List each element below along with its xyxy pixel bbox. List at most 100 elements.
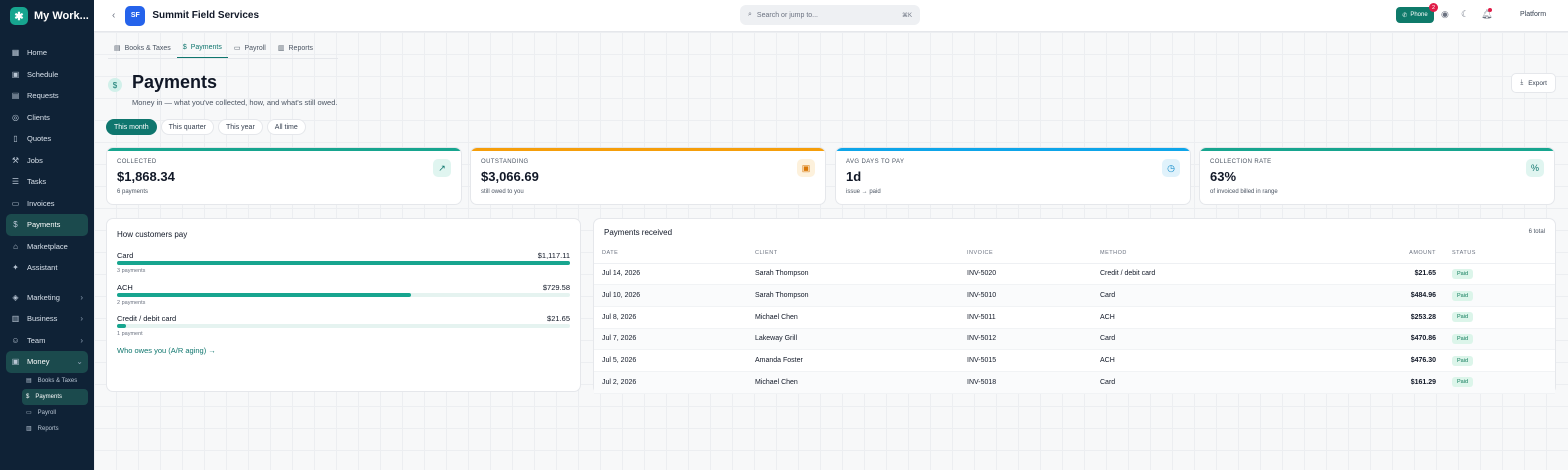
- sidebar-item-label: Jobs: [27, 155, 43, 165]
- sidebar-sub-label: Reports: [37, 425, 59, 432]
- kpi-card: COLLECTION RATE 63% of invoiced billed i…: [1199, 147, 1555, 205]
- kpi-subtext: issue → paid: [846, 189, 881, 195]
- sidebar-item-marketplace[interactable]: ⌂ Marketplace: [6, 236, 88, 258]
- table-row[interactable]: Jul 10, 2026 Sarah Thompson INV-5010 Car…: [594, 284, 1555, 307]
- trend-up-icon: ↗: [433, 159, 451, 177]
- sidebar-item-jobs[interactable]: ⚒ Jobs: [6, 150, 88, 172]
- payroll-icon: ▭: [233, 45, 241, 52]
- status-badge: Paid: [1452, 312, 1474, 323]
- cell-client[interactable]: Lakeway Grill: [747, 328, 959, 351]
- chevron-down-icon: ⌄: [76, 357, 83, 367]
- sidebar-group-marketing[interactable]: ◈ Marketing ›: [6, 287, 88, 309]
- tab-books-taxes[interactable]: ▤ Books & Taxes: [108, 40, 177, 58]
- cell-method: Card: [1092, 371, 1354, 394]
- kpi-card: AVG DAYS TO PAY 1d issue → paid ◷: [835, 147, 1191, 205]
- cell-invoice[interactable]: INV-5015: [959, 349, 1092, 372]
- sidebar-sub-books-taxes[interactable]: ▤ Books & Taxes: [22, 373, 88, 389]
- phone-button[interactable]: ✆ Phone 2: [1396, 3, 1438, 23]
- sidebar-item-label: Money: [27, 357, 50, 367]
- status-badge: Paid: [1452, 333, 1474, 344]
- range-this-month[interactable]: This month: [106, 119, 157, 135]
- cell-status: Paid: [1444, 306, 1555, 329]
- cell-invoice[interactable]: INV-5012: [959, 328, 1092, 351]
- customers-pay-card: How customers pay Card $1,117.11 3 payme…: [106, 218, 581, 392]
- search-placeholder: Search or jump to...: [756, 11, 819, 19]
- sidebar-item-payments[interactable]: $ Payments: [6, 214, 88, 236]
- cell-method: Card: [1092, 284, 1354, 307]
- col-invoice[interactable]: INVOICE: [959, 244, 1092, 264]
- sidebar-sub-label: Books & Taxes: [37, 377, 78, 384]
- sidebar-item-requests[interactable]: ▤ Requests: [6, 85, 88, 107]
- table-row[interactable]: Jul 7, 2026 Lakeway Grill INV-5012 Card …: [594, 328, 1555, 351]
- cell-date: Jul 14, 2026: [594, 263, 747, 286]
- cell-invoice[interactable]: INV-5010: [959, 284, 1092, 307]
- status-badge: Paid: [1452, 268, 1474, 279]
- cell-invoice[interactable]: INV-5011: [959, 306, 1092, 329]
- company-avatar[interactable]: SF: [125, 5, 146, 26]
- cell-invoice[interactable]: INV-5020: [959, 263, 1092, 286]
- sidebar-sub-payroll[interactable]: ▭ Payroll: [22, 405, 88, 421]
- col-method[interactable]: METHOD: [1092, 244, 1354, 264]
- cell-client[interactable]: Amanda Foster: [747, 349, 959, 372]
- cell-client[interactable]: Michael Chen: [747, 371, 959, 394]
- sidebar-item-clients[interactable]: ◎ Clients: [6, 107, 88, 129]
- bell-icon[interactable]: 🔔︎: [1481, 9, 1493, 19]
- chevron-right-icon: ›: [80, 292, 83, 302]
- col-amount[interactable]: AMOUNT: [1354, 244, 1444, 264]
- payment-method-row: Credit / debit card $21.65 1 payment: [117, 314, 570, 340]
- sidebar-group-business[interactable]: ▥ Business ›: [6, 308, 88, 330]
- ar-aging-link[interactable]: Who owes you (A/R aging) →: [117, 346, 216, 355]
- inbox-icon: ▤: [11, 91, 20, 101]
- cell-client[interactable]: Sarah Thompson: [747, 284, 959, 307]
- cell-status: Paid: [1444, 371, 1555, 394]
- cell-amount: $476.30: [1354, 349, 1444, 372]
- export-button[interactable]: ⤓ Export: [1511, 73, 1556, 93]
- col-client[interactable]: CLIENT: [747, 244, 959, 264]
- sidebar-item-label: Marketing: [27, 292, 60, 302]
- sidebar-item-invoices[interactable]: ▭ Invoices: [6, 193, 88, 215]
- sidebar-item-tasks[interactable]: ☰ Tasks: [6, 171, 88, 193]
- sidebar-item-schedule[interactable]: ▣ Schedule: [6, 64, 88, 86]
- sidebar-item-label: Team: [27, 335, 46, 345]
- cell-client[interactable]: Michael Chen: [747, 306, 959, 329]
- kpi-accent-bar: [836, 148, 1190, 151]
- back-chevron-icon[interactable]: ‹: [112, 10, 116, 21]
- phone-label: Phone: [1410, 12, 1428, 18]
- search-input[interactable]: ⌕ Search or jump to... ⌘K: [740, 5, 920, 25]
- building-icon: ▥: [11, 314, 20, 324]
- platform-menu[interactable]: Platform: [1520, 11, 1547, 18]
- table-row[interactable]: Jul 14, 2026 Sarah Thompson INV-5020 Cre…: [594, 263, 1555, 286]
- col-date[interactable]: DATE: [594, 244, 747, 264]
- sidebar-group-team[interactable]: ☺ Team ›: [6, 330, 88, 352]
- cell-invoice[interactable]: INV-5018: [959, 371, 1092, 394]
- wrench-icon: ⚒: [11, 155, 20, 165]
- cell-client[interactable]: Sarah Thompson: [747, 263, 959, 286]
- tab-reports[interactable]: ▥ Reports: [272, 40, 319, 58]
- sidebar-item-label: Payments: [27, 220, 61, 230]
- kpi-accent-bar: [1200, 148, 1554, 151]
- kpi-card: OUTSTANDING $3,066.69 still owed to you …: [470, 147, 826, 205]
- col-status[interactable]: STATUS: [1444, 244, 1555, 264]
- table-row[interactable]: Jul 8, 2026 Michael Chen INV-5011 ACH $2…: [594, 306, 1555, 329]
- receipt-icon: ▭: [11, 198, 20, 208]
- sidebar-item-assistant[interactable]: ✦ Assistant: [6, 257, 88, 279]
- app-logo[interactable]: ✱ My Work...: [0, 0, 94, 32]
- moon-icon[interactable]: ☾: [1461, 9, 1470, 19]
- sidebar-item-quotes[interactable]: ▯ Quotes: [6, 128, 88, 150]
- sidebar-item-home[interactable]: ▦ Home: [6, 42, 88, 64]
- sidebar-sub-payments[interactable]: $ Payments: [22, 388, 88, 405]
- eye-icon[interactable]: ◉: [1441, 9, 1449, 19]
- range-this-year[interactable]: This year: [217, 119, 263, 135]
- tab-payroll[interactable]: ▭ Payroll: [228, 40, 272, 58]
- phone-badge: 2: [1429, 3, 1438, 12]
- range-all-time[interactable]: All time: [266, 119, 306, 135]
- company-name[interactable]: Summit Field Services: [152, 10, 260, 21]
- sidebar-sub-reports[interactable]: ▥ Reports: [22, 421, 88, 437]
- table-row[interactable]: Jul 5, 2026 Amanda Foster INV-5015 ACH $…: [594, 349, 1555, 372]
- tab-label: Reports: [288, 44, 314, 52]
- sidebar-group-money[interactable]: ▣ Money ⌄: [6, 351, 88, 373]
- tab-payments[interactable]: $ Payments: [176, 40, 228, 58]
- table-row[interactable]: Jul 2, 2026 Michael Chen INV-5018 Card $…: [594, 371, 1555, 394]
- range-this-quarter[interactable]: This quarter: [160, 119, 214, 135]
- status-badge: Paid: [1452, 290, 1474, 301]
